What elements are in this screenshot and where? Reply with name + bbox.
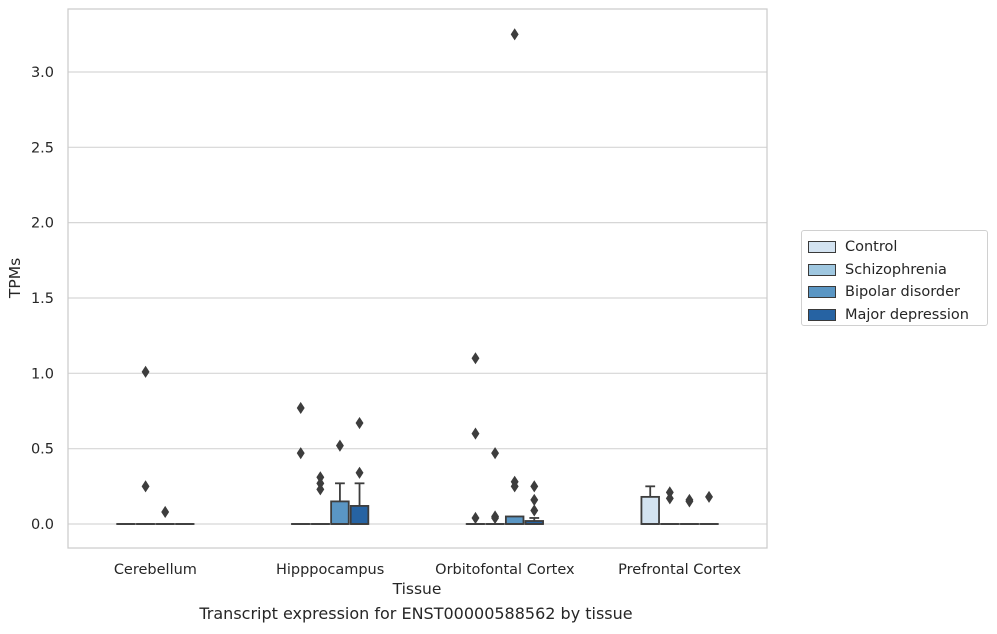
outlier-point [296,447,305,460]
outlier-point [530,480,539,493]
y-axis-ticks: 0.0 0.5 1.0 1.5 2.0 2.5 3.0 [31,65,54,533]
x-axis-ticks: Cerebellum Hipppocampus Orbitofontal Corte… [114,562,742,578]
outlier-point [685,495,694,508]
box [349,505,370,525]
outlier-point [510,480,519,493]
series-major-depression [175,417,719,525]
box [504,515,525,525]
legend-swatch [808,286,836,299]
outlier-point [335,439,344,452]
legend-item: Bipolar disorder [802,281,987,304]
x-axis-label: Tissue [392,580,442,598]
chart-legend: Control Schizophrenia Bipolar disorder Majo… [801,230,988,326]
legend-swatch [808,241,836,254]
outlier-point [296,401,305,415]
x-tick-label: Prefrontal Cortex [618,562,741,578]
y-tick-label: 0.5 [31,442,54,458]
figure-caption: Transcript expression for ENST0000058856… [199,604,633,623]
legend-label: Bipolar disorder [845,284,960,301]
outlier-point [471,427,480,440]
y-tick-label: 2.5 [31,140,54,156]
series-bipolar-disorder [155,28,700,525]
y-tick-label: 2.0 [31,216,54,232]
outlier-point [530,504,539,517]
y-tick-label: 1.0 [31,366,54,382]
outlier-point [141,480,150,493]
outlier-point [491,511,500,525]
legend-item: Major depression [802,304,987,327]
legend-label: Control [845,239,898,256]
legend-item: Schizophrenia [802,259,987,282]
plot-area-frame [67,8,768,549]
box-series [116,28,719,525]
box [330,500,350,525]
x-tick-label: Orbitofontal Cortex [435,562,575,578]
legend-label: Major depression [845,306,969,323]
outlier-point [665,492,674,505]
gridlines [68,71,767,525]
outlier-point [141,365,150,378]
outlier-point [471,511,480,525]
outlier-point [161,505,170,518]
outlier-point [530,493,539,506]
series-control [116,352,660,525]
series-schizophrenia [135,365,680,525]
outlier-point [471,352,480,365]
legend-label: Schizophrenia [845,261,947,278]
x-tick-label: Cerebellum [114,562,197,578]
outlier-point [491,447,500,460]
legend-swatch [808,263,836,276]
y-tick-label: 1.5 [31,291,54,307]
outlier-point [316,483,325,496]
y-tick-label: 3.0 [31,65,54,81]
y-tick-label: 0.0 [31,517,54,533]
outlier-point [355,417,364,430]
x-tick-label: Hipppocampus [276,562,384,578]
box [640,495,660,525]
legend-swatch [808,308,836,321]
outlier-point [705,490,713,503]
y-axis-label: TPMs [6,258,24,299]
legend-item: Control [802,236,987,259]
outlier-point [355,466,364,479]
outlier-point [510,28,519,41]
